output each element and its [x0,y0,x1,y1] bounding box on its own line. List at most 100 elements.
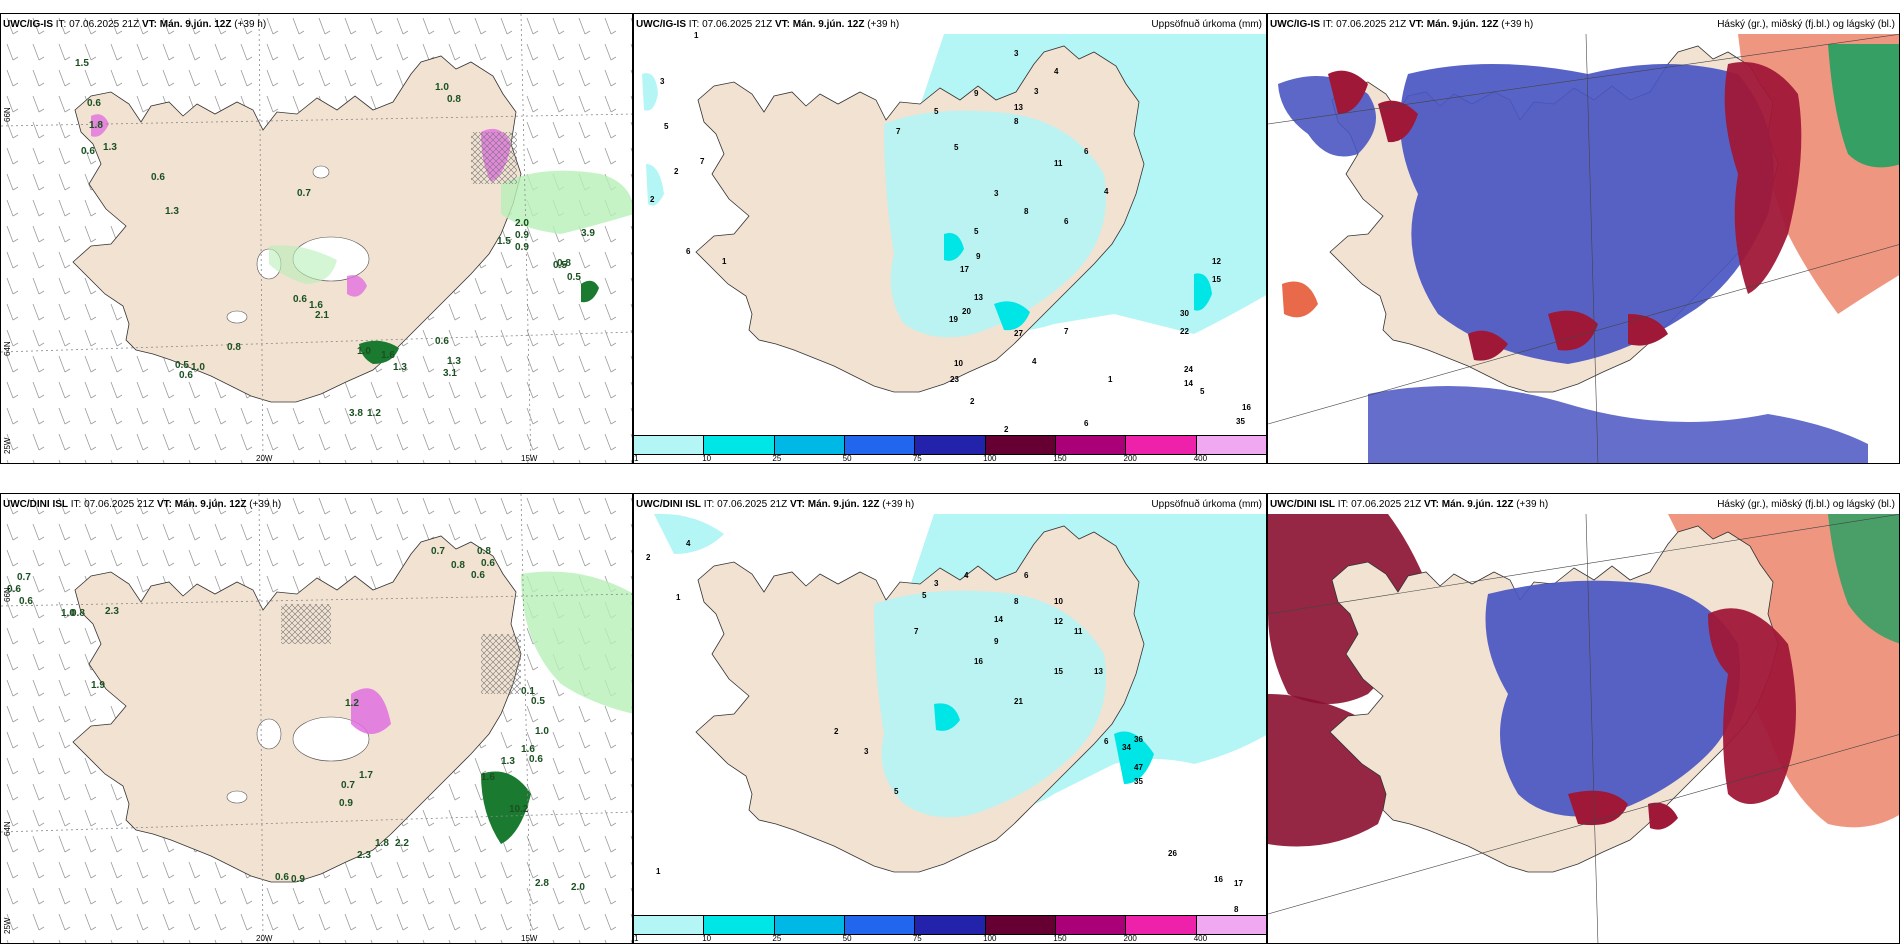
colorbar-tick: 10 [702,454,712,463]
value-label: 1.0 [61,608,75,619]
colorbar-tick: 50 [842,454,852,463]
precip-value: 6 [1024,571,1029,580]
map-panel-ig-is-cloud[interactable]: UWC/IG-IS IT: 07.06.2025 21Z VT: Mán. 9.… [1267,13,1900,464]
colorbar-swatch [844,436,916,454]
precip-value: 6 [1064,217,1069,226]
lon-label-25w: 25W [3,917,12,934]
map-panel-dini-precip[interactable]: UWC/DINI ISL IT: 07.06.2025 21Z VT: Mán.… [633,493,1267,944]
lon-label-15w: 15W [521,454,538,463]
precip-value: 17 [960,265,969,274]
colorbar-tick: 50 [842,934,852,943]
precip-value: 15 [1212,275,1221,284]
map-panel-dini-wind[interactable]: UWC/DINI ISL IT: 07.06.2025 21Z VT: Mán.… [0,493,633,944]
precip-value: 5 [922,591,927,600]
precip-value: 16 [974,657,983,666]
precip-value: 14 [994,615,1003,624]
colorbar-swatch [704,916,775,934]
map-panel-ig-is-precip[interactable]: UWC/IG-IS IT: 07.06.2025 21Z VT: Mán. 9.… [633,13,1267,464]
value-label: 0.6 [529,754,543,765]
value-label: 3.1 [443,368,457,379]
value-label: 0.9 [291,874,305,885]
colorbar-swatch [774,916,845,934]
colorbar-swatch [915,916,986,934]
value-label: 0.5 [553,260,567,271]
precip-value: 5 [974,227,979,236]
precip-value: 12 [1054,617,1063,626]
precip-value: 26 [1168,849,1177,858]
wind-precip-map: 1.5 0.6 1.8 0.6 1.3 0.6 1.3 0.7 1.0 0.8 … [1,14,632,463]
precip-value: 4 [964,571,969,580]
value-label: 0.5 [531,696,545,707]
precip-value: 22 [1180,327,1189,336]
colorbar-tick: 150 [1053,454,1067,463]
value-label: 1.3 [103,142,117,153]
colorbar-swatch [985,916,1056,934]
colorbar-swatch [1196,916,1266,934]
precip-value: 2 [970,397,975,406]
precip-value: 5 [934,107,939,116]
precip-value: 20 [962,307,971,316]
value-label: 3.9 [581,228,595,239]
precip-value: 7 [1064,327,1069,336]
value-label: 0.6 [87,98,101,109]
precip-value: 1 [656,867,661,876]
precip-value: 8 [1234,905,1239,914]
precip-value: 24 [1184,365,1193,374]
value-label: 1.5 [497,236,511,247]
precip-value: 8 [1014,597,1019,606]
colorbar-tick: 25 [772,454,782,463]
colorbar-tick: 10 [702,934,712,943]
cloud-map [1268,33,1899,463]
precip-value: 10 [1054,597,1063,606]
panel-header: UWC/DINI ISL IT: 07.06.2025 21Z VT: Mán.… [1270,499,1549,510]
precip-value: 9 [974,89,979,98]
precip-value: 16 [1214,875,1223,884]
value-label: 1.0 [357,346,371,357]
panel-title: Uppsöfnuð úrkoma (mm) [1151,499,1262,510]
precip-map: 4 2 1 5 3 4 6 8 7 9 10 12 14 16 11 13 15… [646,513,1266,914]
value-label: 1.0 [191,362,205,373]
precip-value: 5 [894,787,899,796]
precip-value: 8 [1024,207,1029,216]
precip-value: 3 [1034,87,1039,96]
colorbar-swatch [844,916,916,934]
colorbar-swatch [704,436,775,454]
value-label: 0.8 [447,94,461,105]
colorbar-swatch [1126,916,1197,934]
value-label: 2.3 [105,606,119,617]
precip-value: 12 [1212,257,1221,266]
precip-value: 14 [1184,379,1193,388]
panel-title: Háský (gr.), miðský (fj.bl.) og lágský (… [1717,19,1895,30]
precip-value: 34 [1122,743,1131,752]
precip-value: 1 [1108,375,1113,384]
value-label: 0.6 [19,596,33,607]
panel-header: UWC/DINI ISL IT: 07.06.2025 21Z VT: Mán.… [3,499,282,510]
precip-value: 2 [674,167,679,176]
precip-value: 2 [646,553,651,562]
value-label: 0.8 [477,546,491,557]
precip-value: 3 [1014,49,1019,58]
value-label: 0.6 [435,336,449,347]
value-label: 2.3 [357,850,371,861]
colorbar-tick: 1 [634,934,639,943]
value-label: 0.6 [81,146,95,157]
precip-value: 11 [1054,159,1063,168]
panel-header: UWC/IG-IS IT: 07.06.2025 21Z VT: Mán. 9.… [1270,19,1534,30]
precip-value: 4 [1032,357,1037,366]
value-label: 0.7 [341,780,355,791]
precip-value: 19 [949,315,958,324]
precip-value: 16 [1242,403,1251,412]
cloud-map [1268,513,1899,943]
precip-value: 36 [1134,735,1143,744]
map-panel-dini-cloud[interactable]: UWC/DINI ISL IT: 07.06.2025 21Z VT: Mán.… [1267,493,1900,944]
value-label: 0.6 [7,584,21,595]
lat-label-66n: 66N [3,107,12,122]
precip-value: 10 [954,359,963,368]
value-label: 0.7 [431,546,445,557]
value-label: 3.8 [349,408,363,419]
colorbar-swatch [774,436,845,454]
precip-map: 1 3 2 6 7 5 2 7 1 3 4 5 9 8 3 13 5 11 6 … [642,31,1266,434]
map-panel-ig-is-wind[interactable]: UWC/IG-IS IT: 07.06.2025 21Z VT: Mán. 9.… [0,13,633,464]
precip-value: 8 [1014,117,1019,126]
colorbar-swatch [1126,436,1197,454]
